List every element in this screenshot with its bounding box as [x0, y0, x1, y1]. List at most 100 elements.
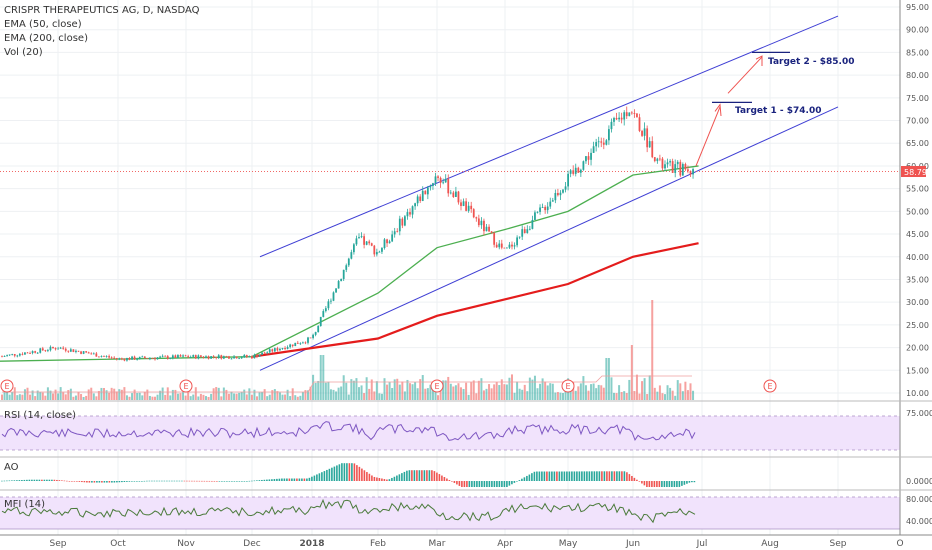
volume-bar: [669, 387, 672, 400]
ao-bar: [511, 481, 513, 485]
ao-bar: [206, 480, 208, 482]
volume-bar: [641, 381, 644, 400]
candle-body: [475, 217, 478, 219]
volume-bar: [284, 394, 287, 400]
ao-bar: [513, 481, 516, 483]
ao-bar: [98, 481, 101, 483]
volume-bar: [238, 392, 241, 400]
ao-bar: [213, 480, 216, 482]
time-tick-label: Oct: [110, 539, 126, 549]
volume-bar: [434, 391, 437, 400]
candle-body: [557, 192, 559, 196]
volume-bar: [212, 388, 215, 400]
ao-bar: [648, 481, 651, 487]
ao-bar: [506, 481, 508, 487]
ao-bar: [73, 481, 76, 482]
volume-bar: [266, 396, 269, 400]
price-tick-label: 75.00: [906, 94, 929, 103]
volume-bar: [562, 393, 564, 400]
volume-bar: [189, 396, 192, 400]
ao-bar: [183, 480, 186, 482]
candle-body: [541, 207, 544, 208]
ao-bar: [176, 480, 178, 482]
candle-body: [54, 348, 57, 350]
ao-bar: [331, 467, 333, 481]
volume-bar: [587, 390, 590, 400]
volume-bar: [549, 383, 552, 400]
volume-bar: [59, 387, 62, 400]
ao-bar: [58, 480, 61, 481]
time-tick-label: Sep: [50, 539, 67, 549]
candle-body: [266, 352, 269, 354]
ao-bar: [68, 481, 71, 482]
candle-body: [518, 236, 521, 238]
ao-bar: [291, 478, 293, 481]
ao-bar: [606, 471, 608, 481]
candle-body: [62, 347, 65, 349]
candle-body: [585, 156, 587, 162]
volume-bar: [34, 396, 37, 400]
volume-bar: [80, 394, 83, 400]
ao-bar: [318, 473, 321, 481]
volume-bar: [250, 394, 253, 400]
volume-bar: [322, 355, 325, 400]
ao-bar: [631, 475, 633, 481]
candle-body: [335, 288, 337, 293]
ao-bar: [341, 463, 343, 481]
candle-body: [381, 248, 383, 252]
ao-bar: [568, 471, 571, 481]
ao-bar: [223, 481, 226, 482]
ao-bar: [481, 481, 483, 487]
candle-body: [202, 356, 205, 358]
ao-bar: [598, 471, 601, 481]
ao-bar: [111, 481, 113, 483]
candle-body: [258, 354, 261, 357]
rsi-label: RSI (14, close): [4, 410, 76, 421]
ao-bar: [453, 481, 456, 483]
volume-bar: [516, 381, 519, 400]
candle-body: [75, 350, 77, 352]
ao-bar: [138, 481, 141, 482]
ao-bar: [386, 479, 388, 481]
candle-body: [620, 117, 623, 120]
candle-body: [149, 358, 151, 359]
candle-body: [80, 351, 82, 354]
candle-body: [536, 211, 539, 213]
ao-bar: [573, 471, 576, 481]
legend-ema200: EMA (200, close): [4, 33, 88, 44]
candle-body: [49, 346, 52, 351]
candle-body: [128, 358, 131, 360]
channel-upper-line: [259, 15, 839, 258]
candle-body: [228, 356, 230, 359]
candle-body: [151, 358, 154, 359]
candle-body: [273, 348, 276, 352]
volume-bar: [597, 384, 600, 400]
volume-bar: [307, 390, 309, 400]
candle-body: [317, 325, 320, 333]
candle-body: [421, 190, 424, 201]
volume-bar: [74, 395, 77, 400]
ao-bar: [61, 480, 63, 481]
volume-bar: [360, 385, 363, 400]
volume-bar: [686, 390, 689, 400]
volume-bars: [1, 300, 695, 400]
ao-bar: [433, 471, 436, 481]
candle-body: [347, 258, 350, 266]
volume-bar: [503, 384, 506, 400]
ao-bar: [616, 471, 618, 481]
volume-bar: [240, 391, 243, 400]
ao-bar: [451, 481, 453, 482]
candle-body: [531, 219, 534, 229]
candle-body: [610, 121, 613, 130]
candle-body: [289, 344, 292, 348]
volume-bar: [329, 389, 332, 400]
volume-bar: [452, 386, 455, 400]
volume-bar: [424, 388, 427, 400]
ao-bar: [86, 481, 88, 483]
volume-bar: [409, 383, 411, 400]
ao-bar: [16, 480, 18, 481]
ao-bar: [108, 481, 111, 483]
price-tick-label: 85.00: [906, 48, 929, 57]
candle-body: [676, 161, 679, 165]
